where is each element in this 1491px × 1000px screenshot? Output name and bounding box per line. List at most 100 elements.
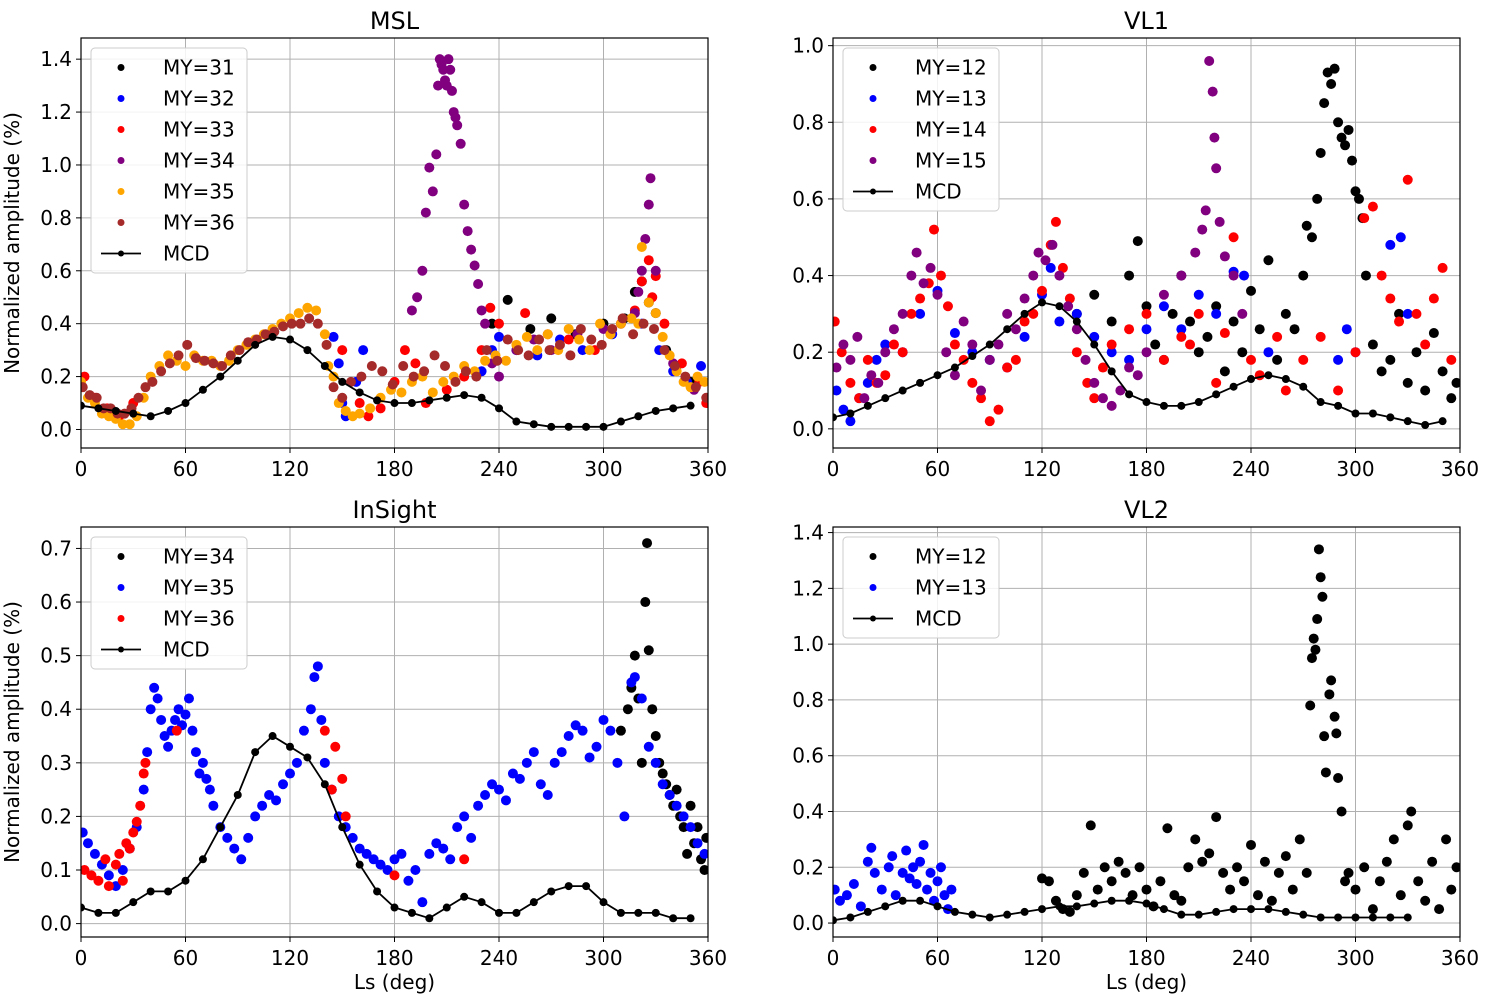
data-point <box>1057 262 1068 273</box>
data-point <box>1446 393 1457 404</box>
data-point <box>278 779 289 790</box>
mcd-point <box>495 908 503 917</box>
data-point <box>636 265 647 276</box>
data-point <box>836 347 847 358</box>
mcd-point <box>1403 913 1412 922</box>
data-point <box>925 867 936 878</box>
data-point <box>1183 862 1194 873</box>
data-point <box>949 339 960 350</box>
data-point <box>664 789 675 800</box>
data-point <box>502 334 513 345</box>
series-MY=13 <box>833 839 957 915</box>
data-point <box>1272 331 1283 342</box>
data-point <box>500 795 511 806</box>
data-point <box>1437 366 1448 377</box>
data-point <box>110 881 121 892</box>
data-point <box>473 800 484 811</box>
data-point <box>575 323 586 334</box>
data-point <box>1374 876 1385 887</box>
legend: MY=12 MY=13 MY=14 MY=15 MCD <box>842 47 1000 212</box>
legend-marker <box>117 188 125 195</box>
axes-frame <box>832 37 1461 449</box>
mcd-point <box>1386 413 1395 422</box>
data-point <box>922 884 933 895</box>
data-point <box>833 385 842 396</box>
data-point <box>1028 270 1039 281</box>
data-point <box>967 377 978 388</box>
data-point <box>452 822 463 833</box>
data-point <box>1315 331 1326 342</box>
legend-label: MY=13 <box>915 87 987 111</box>
data-point <box>326 784 337 795</box>
data-point <box>438 843 449 854</box>
series-MY=15 <box>833 55 1248 411</box>
mcd-point <box>1264 371 1273 380</box>
data-point <box>366 361 377 371</box>
series-MCD <box>833 896 1412 925</box>
data-point <box>410 865 421 876</box>
data-point <box>680 371 691 382</box>
data-point <box>873 377 884 388</box>
legend-marker <box>118 646 124 653</box>
data-point <box>612 757 623 768</box>
mcd-point <box>129 409 138 418</box>
data-point <box>156 366 167 377</box>
data-point <box>1162 823 1173 834</box>
legend-marker <box>869 553 877 560</box>
legend-label: MCD <box>163 242 210 266</box>
legend-label: MY=35 <box>163 576 235 600</box>
data-point <box>546 313 557 324</box>
mcd-point <box>669 914 678 923</box>
legend-marker <box>117 584 125 591</box>
data-point <box>86 870 97 881</box>
mcd-point <box>1125 390 1134 399</box>
data-point <box>659 318 670 329</box>
data-point <box>1333 117 1344 128</box>
data-point <box>396 848 407 859</box>
legend-label: MY=32 <box>163 87 235 111</box>
mcd-point <box>216 372 225 381</box>
chart-title: VL1 <box>1124 7 1169 35</box>
data-point <box>328 371 339 382</box>
data-point <box>171 725 182 736</box>
data-point <box>286 318 297 329</box>
data-point <box>841 890 852 901</box>
mcd-point <box>1212 390 1221 399</box>
data-point <box>408 371 419 382</box>
data-point <box>89 848 100 859</box>
mcd-point <box>390 903 399 912</box>
data-point <box>838 339 849 350</box>
data-point <box>1329 711 1340 722</box>
mcd-point <box>460 391 469 400</box>
data-point <box>1350 884 1361 895</box>
mcd-point <box>111 908 120 917</box>
x-tick-label: 360 <box>689 946 727 970</box>
data-point <box>462 226 473 237</box>
data-point <box>1402 820 1413 831</box>
data-point <box>382 865 393 876</box>
data-point <box>440 361 451 371</box>
y-tick-label: 0.2 <box>792 340 824 364</box>
mcd-point <box>1055 902 1064 911</box>
data-point <box>459 811 470 822</box>
data-point <box>556 747 567 758</box>
axes-frame <box>80 37 709 449</box>
x-tick-label: 180 <box>1127 946 1165 970</box>
data-point <box>939 890 950 901</box>
data-point <box>354 398 365 409</box>
data-point <box>1289 324 1300 335</box>
mcd-point <box>477 393 486 402</box>
data-point <box>659 345 670 356</box>
legend-label: MY=15 <box>915 149 987 173</box>
data-point <box>159 731 170 742</box>
data-point <box>455 138 466 149</box>
legend-marker <box>869 584 877 591</box>
mcd-point <box>863 401 872 410</box>
data-point <box>1106 876 1117 887</box>
data-point <box>480 318 491 329</box>
data-point <box>406 305 417 316</box>
data-point <box>915 308 926 319</box>
mcd-point <box>1334 913 1343 922</box>
data-point <box>494 331 504 342</box>
data-point <box>577 345 588 356</box>
